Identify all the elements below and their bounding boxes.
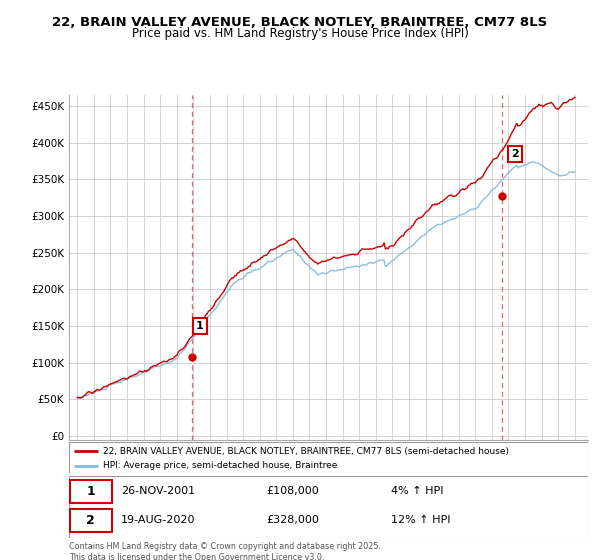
Text: 19-AUG-2020: 19-AUG-2020 (121, 515, 196, 525)
Text: 22, BRAIN VALLEY AVENUE, BLACK NOTLEY, BRAINTREE, CM77 8LS: 22, BRAIN VALLEY AVENUE, BLACK NOTLEY, B… (52, 16, 548, 29)
Text: 12% ↑ HPI: 12% ↑ HPI (391, 515, 450, 525)
Text: HPI: Average price, semi-detached house, Braintree: HPI: Average price, semi-detached house,… (103, 461, 337, 470)
Text: 26-NOV-2001: 26-NOV-2001 (121, 487, 195, 496)
Text: 2: 2 (511, 149, 519, 159)
Text: Price paid vs. HM Land Registry's House Price Index (HPI): Price paid vs. HM Land Registry's House … (131, 27, 469, 40)
Text: 1: 1 (86, 485, 95, 498)
FancyBboxPatch shape (70, 480, 112, 503)
Text: £108,000: £108,000 (266, 487, 319, 496)
Text: Contains HM Land Registry data © Crown copyright and database right 2025.
This d: Contains HM Land Registry data © Crown c… (69, 542, 381, 560)
Text: 4% ↑ HPI: 4% ↑ HPI (391, 487, 443, 496)
Text: 22, BRAIN VALLEY AVENUE, BLACK NOTLEY, BRAINTREE, CM77 8LS (semi-detached house): 22, BRAIN VALLEY AVENUE, BLACK NOTLEY, B… (103, 446, 509, 455)
Text: 2: 2 (86, 514, 95, 527)
FancyBboxPatch shape (70, 508, 112, 532)
Text: 1: 1 (196, 321, 204, 331)
Text: £328,000: £328,000 (266, 515, 319, 525)
